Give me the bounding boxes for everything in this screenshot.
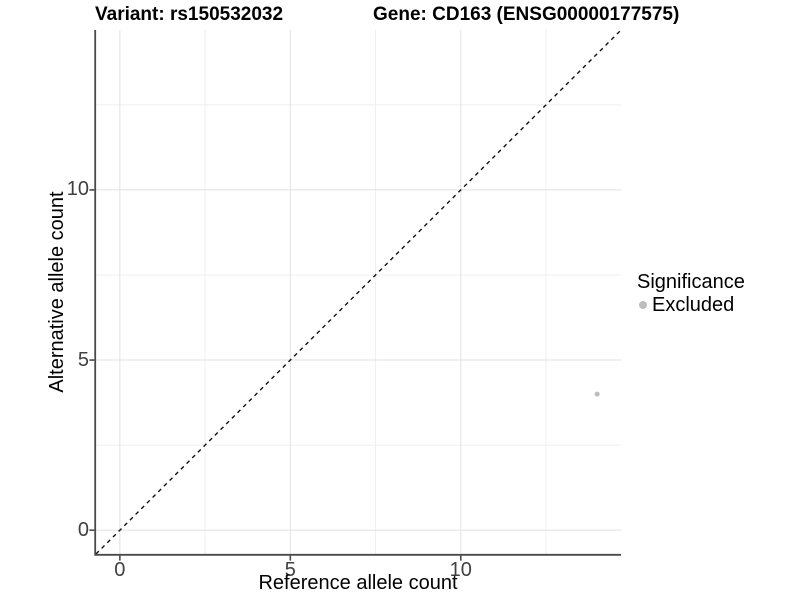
legend-point-icon [639,301,647,309]
y-tick-label: 10 [66,178,89,201]
plot-title-variant: Variant: rs150532032 [95,4,284,25]
axis-line [94,30,621,556]
x-tick-label: 5 [284,559,296,581]
legend-item-excluded: Excluded [637,294,745,316]
y-tick-label: 0 [77,518,89,541]
y-axis-title: Alternative allele count [46,191,68,393]
x-tick-label: 0 [114,559,126,581]
data-point [594,391,600,397]
x-axis-title: Reference allele count [258,572,458,594]
legend: Significance Excluded [637,270,745,316]
plot-title-gene: Gene: CD163 (ENSG00000177575) [373,4,680,25]
legend-item-label: Excluded [652,294,735,316]
legend-title: Significance [637,271,745,293]
x-tick-label: 10 [449,559,472,581]
identity-dashed-line [95,29,622,555]
y-tick-label: 5 [77,348,89,371]
